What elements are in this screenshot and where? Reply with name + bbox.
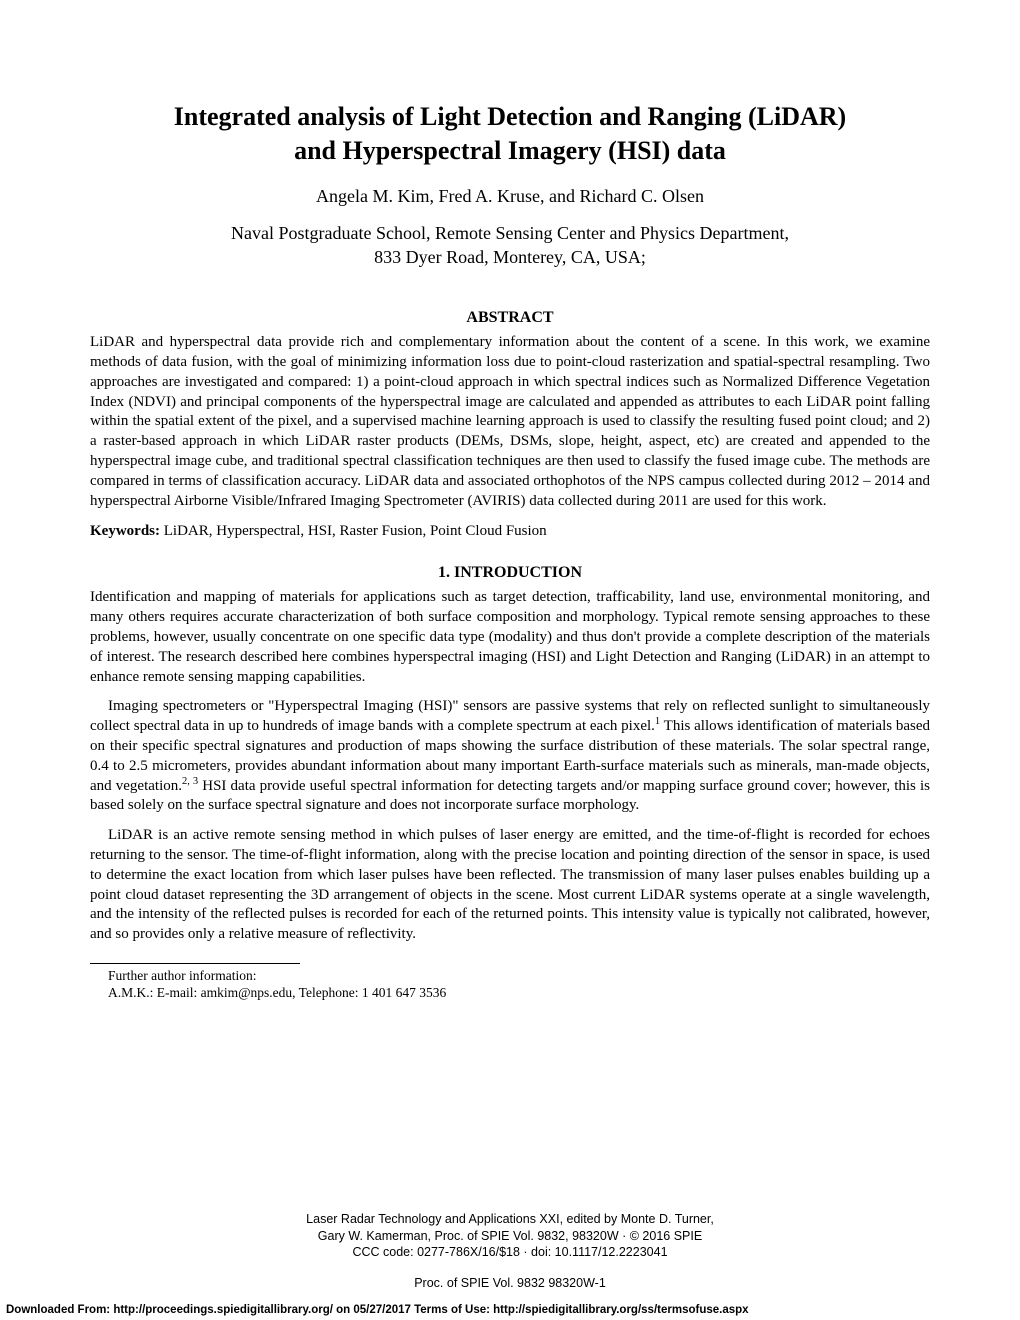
title-line-1: Integrated analysis of Light Detection a… [174,102,846,131]
footnote-line-2: A.M.K.: E-mail: amkim@nps.edu, Telephone… [90,984,930,1002]
footnote-line-1: Further author information: [90,967,930,985]
keywords-text: LiDAR, Hyperspectral, HSI, Raster Fusion… [164,523,547,539]
footnote-rule [90,963,300,964]
proc-footer: Proc. of SPIE Vol. 9832 98320W-1 [0,1276,1020,1290]
citation-sup-2: 2, 3 [182,776,198,787]
affiliation-block: Naval Postgraduate School, Remote Sensin… [90,221,930,270]
abstract-heading: ABSTRACT [90,309,930,327]
intro-paragraph-1: Identification and mapping of materials … [90,588,930,687]
keywords-label: Keywords: [90,523,164,539]
paper-title: Integrated analysis of Light Detection a… [90,100,930,168]
proc-line-3: CCC code: 0277-786X/16/$18 · doi: 10.111… [0,1244,1020,1260]
intro-p2-c: HSI data provide useful spectral informa… [90,778,930,814]
authors-line: Angela M. Kim, Fred A. Kruse, and Richar… [90,186,930,207]
proc-line-1: Laser Radar Technology and Applications … [0,1211,1020,1227]
affiliation-line-1: Naval Postgraduate School, Remote Sensin… [231,223,789,243]
download-footer: Downloaded From: http://proceedings.spie… [0,1300,1020,1320]
abstract-body: LiDAR and hyperspectral data provide ric… [90,333,930,511]
title-line-2: and Hyperspectral Imagery (HSI) data [294,136,726,165]
section-1-heading: 1. INTRODUCTION [90,564,930,582]
keywords-line: Keywords: LiDAR, Hyperspectral, HSI, Ras… [90,523,930,540]
intro-paragraph-2: Imaging spectrometers or "Hyperspectral … [90,697,930,816]
proc-line-2: Gary W. Kamerman, Proc. of SPIE Vol. 983… [0,1228,1020,1244]
proceedings-block: Laser Radar Technology and Applications … [0,1211,1020,1260]
intro-paragraph-3: LiDAR is an active remote sensing method… [90,826,930,945]
affiliation-line-2: 833 Dyer Road, Monterey, CA, USA; [374,247,646,267]
